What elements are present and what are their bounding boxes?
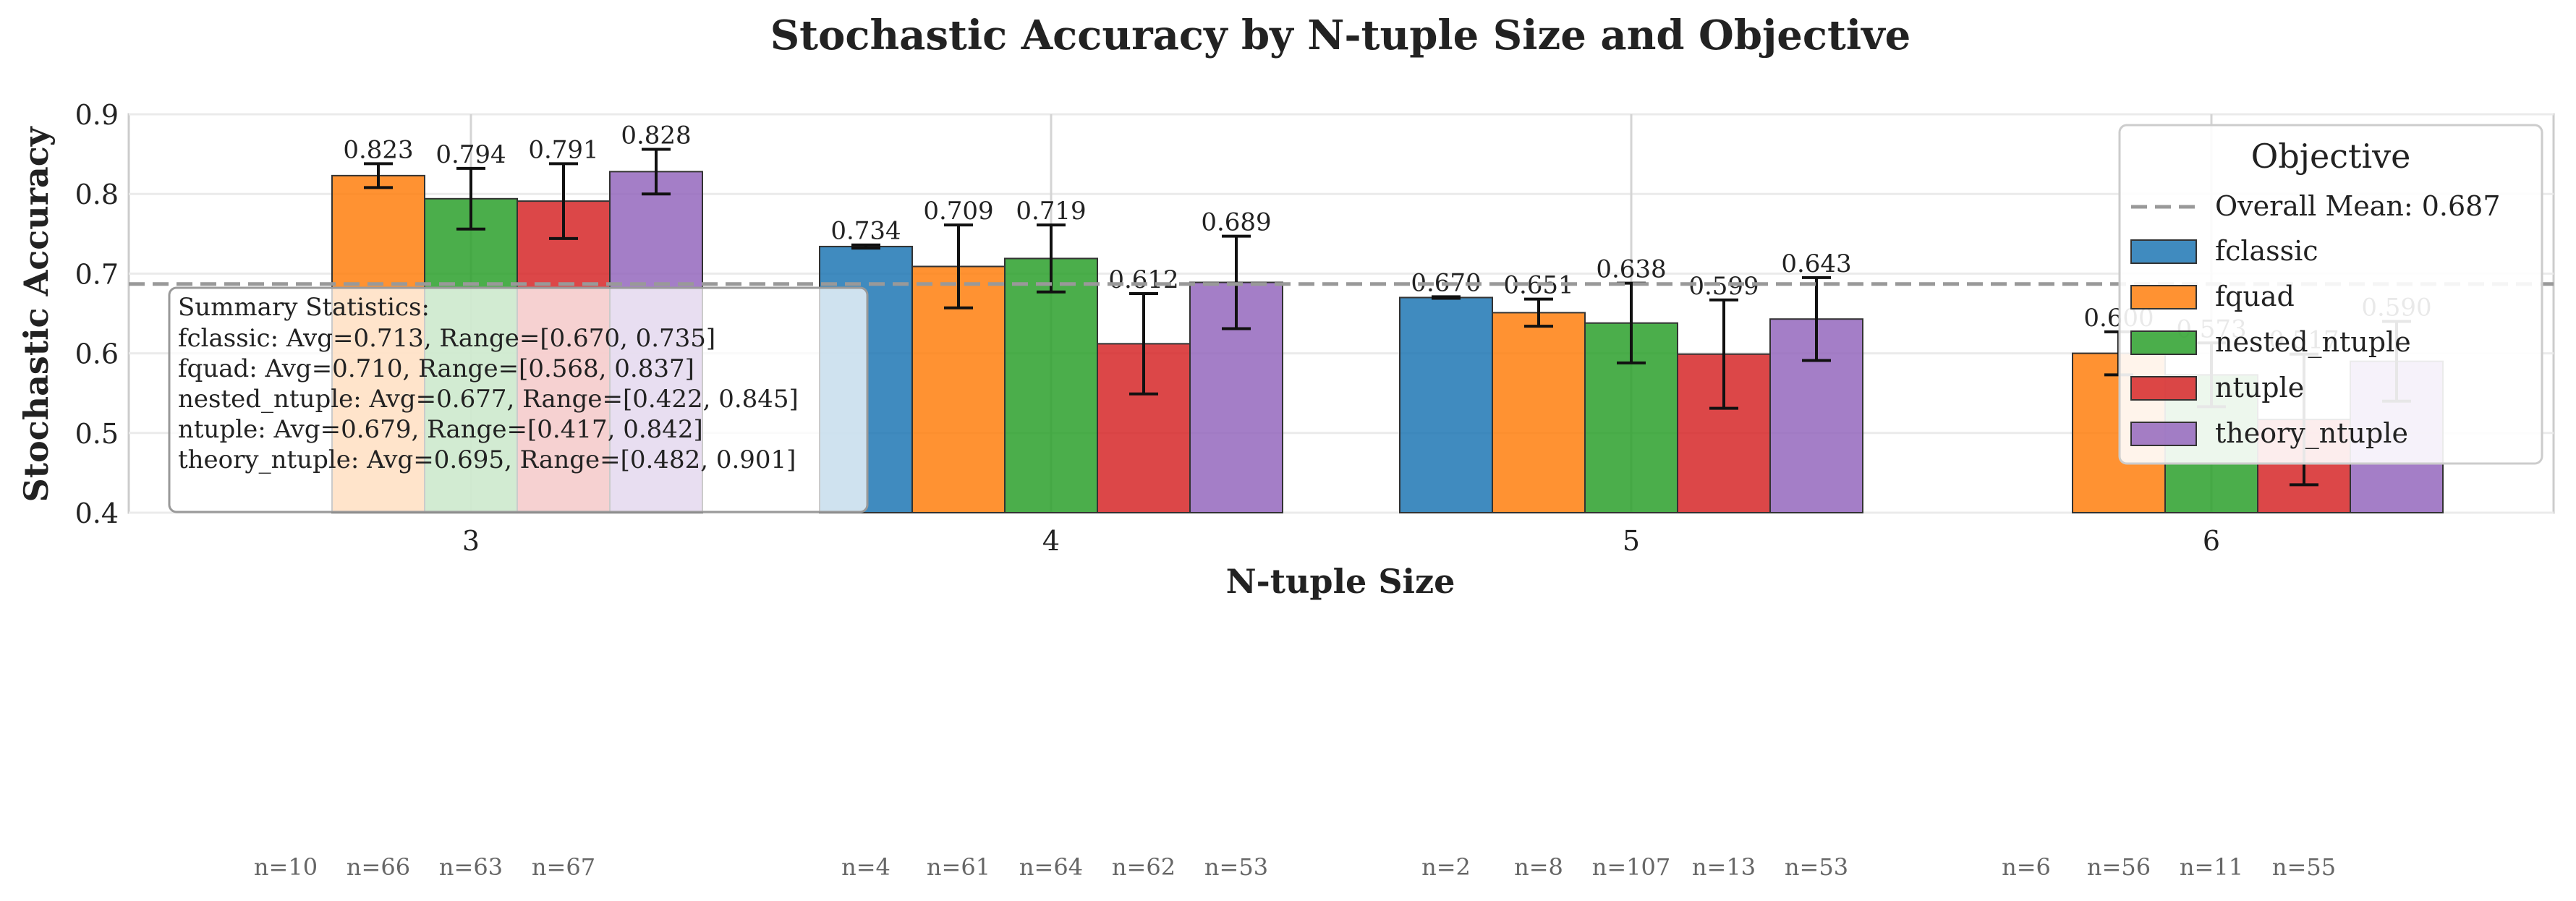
- legend-box: [2118, 124, 2543, 465]
- x-tick-label: 3: [462, 525, 480, 557]
- x-tick-label: 5: [1623, 525, 1640, 557]
- y-tick-label: 0.7: [75, 258, 119, 290]
- sample-size-label: n=64: [1019, 853, 1083, 881]
- data-label: 0.599: [1688, 272, 1759, 301]
- sample-size-label: n=2: [1421, 853, 1471, 881]
- summary-title: Summary Statistics:: [178, 293, 430, 322]
- chart-title: Stochastic Accuracy by N-tuple Size and …: [770, 12, 1911, 59]
- sample-size-label: n=55: [2272, 853, 2336, 881]
- legend-label: nested_ntuple: [2215, 326, 2411, 359]
- legend-swatch: [2130, 330, 2197, 355]
- legend-label: ntuple: [2215, 372, 2304, 403]
- sample-size-label: n=107: [1592, 853, 1671, 881]
- sample-size-label: n=63: [439, 853, 503, 881]
- legend-label: Overall Mean: 0.687: [2215, 190, 2501, 222]
- legend-label: fclassic: [2215, 235, 2318, 267]
- data-label: 0.612: [1108, 265, 1178, 294]
- y-tick-label: 0.5: [75, 418, 119, 450]
- legend-title: Objective: [2251, 137, 2411, 176]
- summary-box: [168, 286, 869, 513]
- legend-swatch: [2130, 422, 2197, 446]
- x-tick-label: 6: [2203, 525, 2220, 557]
- y-tick-label: 0.8: [75, 179, 119, 210]
- sample-size-label: n=11: [2180, 853, 2243, 881]
- data-label: 0.791: [528, 135, 598, 164]
- data-label: 0.734: [830, 217, 901, 246]
- sample-size-label: n=13: [1692, 853, 1756, 881]
- bar: [1004, 257, 1098, 513]
- y-tick-label: 0.6: [75, 338, 119, 370]
- data-label: 0.689: [1201, 208, 1271, 237]
- y-axis-label: Stochastic Accuracy: [17, 126, 56, 502]
- legend-swatch: [2130, 376, 2197, 401]
- bar: [1492, 312, 1586, 513]
- sample-size-label: n=4: [841, 853, 890, 881]
- summary-line: fquad: Avg=0.710, Range=[0.568, 0.837]: [178, 354, 694, 383]
- data-label: 0.719: [1016, 197, 1086, 226]
- sample-size-label: n=53: [1204, 853, 1268, 881]
- x-tick-label: 4: [1042, 525, 1060, 557]
- data-label: 0.638: [1596, 255, 1666, 284]
- data-label: 0.828: [621, 121, 691, 150]
- legend: Objective Overall Mean: 0.687 fclassic fqua…: [2118, 124, 2543, 465]
- sample-size-label: n=62: [1112, 853, 1176, 881]
- sample-size-label: n=6: [2002, 853, 2051, 881]
- legend-label: fquad: [2215, 281, 2295, 312]
- sample-size-label: n=10: [254, 853, 318, 881]
- x-axis-label: N-tuple Size: [1226, 562, 1455, 601]
- data-label: 0.794: [435, 140, 506, 169]
- sample-size-label: n=56: [2087, 853, 2151, 881]
- sample-size-label: n=53: [1785, 853, 1848, 881]
- summary-line: ntuple: Avg=0.679, Range=[0.417, 0.842]: [178, 415, 703, 444]
- summary-line: nested_ntuple: Avg=0.677, Range=[0.422, …: [178, 385, 799, 414]
- legend-label: theory_ntuple: [2215, 417, 2408, 450]
- y-tick-label: 0.9: [75, 99, 119, 131]
- bar: [1399, 296, 1493, 513]
- data-label: 0.709: [923, 197, 993, 226]
- sample-size-label: n=61: [927, 853, 990, 881]
- y-tick-label: 0.4: [75, 498, 119, 529]
- summary-line: fclassic: Avg=0.713, Range=[0.670, 0.735…: [178, 324, 715, 353]
- summary-line: theory_ntuple: Avg=0.695, Range=[0.482, …: [178, 445, 796, 474]
- data-label: 0.643: [1781, 249, 1851, 278]
- sample-size-label: n=8: [1514, 853, 1563, 881]
- data-label: 0.823: [343, 135, 413, 164]
- sample-size-label: n=66: [347, 853, 410, 881]
- sample-size-label: n=67: [532, 853, 595, 881]
- legend-swatch: [2130, 239, 2197, 264]
- legend-swatch: [2130, 285, 2197, 309]
- plot-area: 0.40.50.60.70.80.93 4 5 6n=100.734n=40.670n…: [75, 99, 2555, 881]
